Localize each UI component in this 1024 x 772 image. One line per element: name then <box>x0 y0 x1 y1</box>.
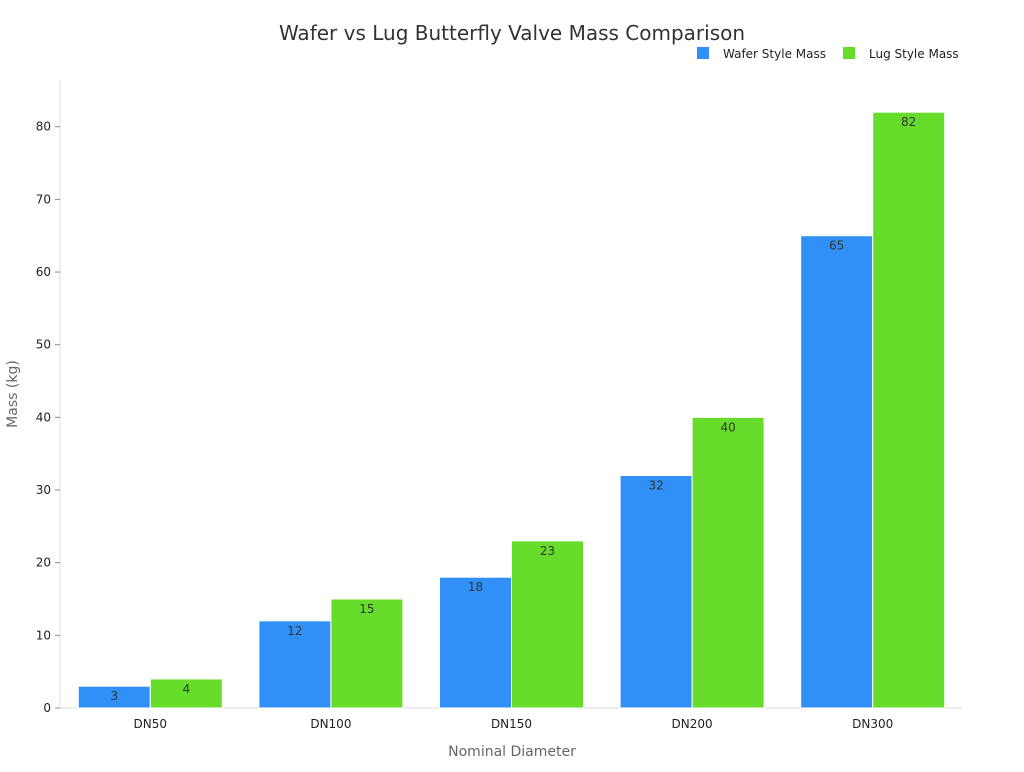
y-tick-label: 30 <box>36 483 51 497</box>
y-tick-label: 0 <box>43 701 51 715</box>
y-axis: 0 10 20 30 40 50 60 70 80 <box>36 80 61 715</box>
wafer-bar-dn300 <box>800 235 874 709</box>
y-tick-label: 50 <box>36 338 51 352</box>
lug-bar-dn150 <box>511 540 584 709</box>
wafer-bar-dn150 <box>439 576 512 709</box>
y-tick-label: 40 <box>36 410 51 424</box>
data-label: 4 <box>182 682 190 696</box>
legend-swatch-wafer <box>697 47 709 59</box>
data-label: 82 <box>901 115 916 129</box>
y-axis-label: Mass (kg) <box>5 360 21 428</box>
wafer-bar-dn200 <box>619 474 693 709</box>
lug-bar-dn200 <box>691 416 765 709</box>
lug-bar-dn50 <box>149 678 223 709</box>
data-label: 18 <box>468 580 483 594</box>
data-label: 3 <box>110 689 118 703</box>
data-label: 15 <box>359 602 374 616</box>
legend-label-lug: Lug Style Mass <box>869 47 959 61</box>
y-tick-label: 80 <box>36 120 51 134</box>
x-axis: DN50 DN100 DN150 DN200 DN300 <box>60 707 963 731</box>
chart-title: Wafer vs Lug Butterfly Valve Mass Compar… <box>279 21 745 45</box>
y-tick-label: 60 <box>36 265 51 279</box>
x-tick-label: DN150 <box>491 717 532 731</box>
x-tick-label: DN300 <box>852 717 893 731</box>
legend-swatch-lug <box>843 47 855 59</box>
x-axis-label: Nominal Diameter <box>448 744 576 760</box>
lug-bar-dn300 <box>872 111 946 709</box>
y-tick-label: 10 <box>36 628 51 642</box>
y-tick-label: 70 <box>36 192 51 206</box>
data-label: 12 <box>287 624 302 638</box>
x-tick-label: DN50 <box>134 717 168 731</box>
bars <box>77 111 946 709</box>
lug-bar-dn100 <box>330 598 404 709</box>
data-label: 65 <box>829 239 844 253</box>
data-label: 32 <box>648 478 663 492</box>
legend: Wafer Style Mass Lug Style Mass <box>697 47 959 61</box>
x-tick-label: DN200 <box>672 717 713 731</box>
data-label: 40 <box>720 420 735 434</box>
x-tick-label: DN100 <box>310 717 351 731</box>
data-labels: 3 4 12 15 18 23 32 40 65 82 <box>110 115 916 703</box>
y-tick-label: 20 <box>36 556 51 570</box>
legend-label-wafer: Wafer Style Mass <box>723 47 826 61</box>
data-label: 23 <box>540 544 555 558</box>
